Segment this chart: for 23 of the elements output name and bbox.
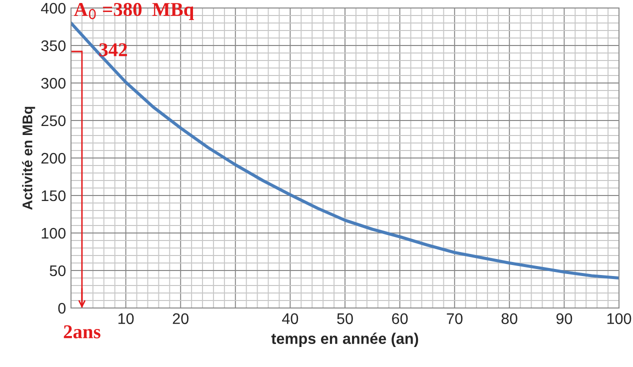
y-tick-label: 250 xyxy=(41,115,66,126)
x-tick-label: 10 xyxy=(118,313,134,324)
y-axis-title: Activité en MBq xyxy=(22,106,36,210)
text: 2ans xyxy=(64,325,100,338)
x-tick-label: 40 xyxy=(282,313,298,324)
y-tick-label: 150 xyxy=(42,190,66,202)
x-tick-label: 100 xyxy=(607,313,632,324)
x-axis-title: temps en année (an) xyxy=(271,332,418,348)
y-tick-label: 300 xyxy=(41,78,66,89)
y-tick-label: 100 xyxy=(42,228,66,239)
x-tick-label: 20 xyxy=(172,313,188,324)
y-tick-label: 200 xyxy=(41,152,66,164)
x-tick-label: 90 xyxy=(556,313,572,324)
y-tick-label: 0 xyxy=(58,302,66,314)
x-tick-label: 60 xyxy=(392,313,408,324)
annotation: 342 xyxy=(99,43,127,56)
y-tick-label: 50 xyxy=(50,265,66,276)
x-tick-label: 70 xyxy=(446,313,462,324)
y-tick-label: 350 xyxy=(41,40,66,52)
annotation: A$_{0}$ =380 MBq xyxy=(74,2,194,20)
x-tick-label: 50 xyxy=(337,313,353,324)
y-tick-label: 400 xyxy=(41,2,66,14)
x-tick-label: 80 xyxy=(502,313,518,324)
